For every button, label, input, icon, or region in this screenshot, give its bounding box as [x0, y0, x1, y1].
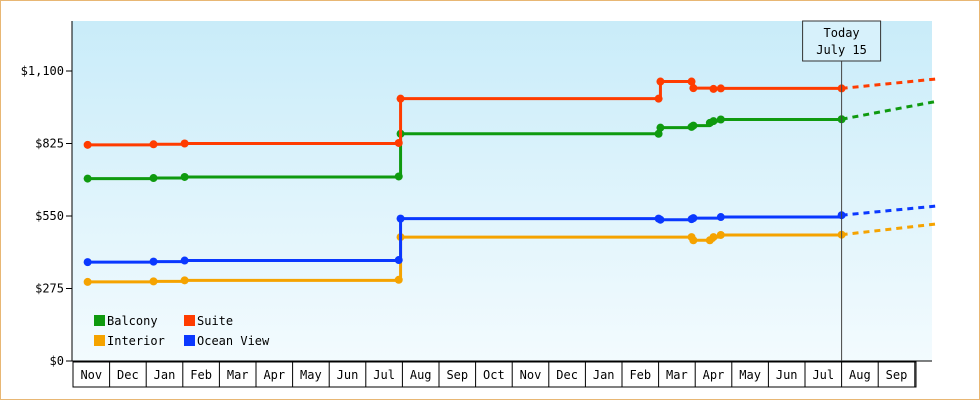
series-suite [83, 77, 937, 149]
data-point [689, 84, 698, 93]
x-tick-label: Jan [593, 368, 615, 382]
x-tick-label: Dec [117, 368, 139, 382]
legend-label: Balcony [107, 314, 158, 328]
data-point [656, 215, 665, 224]
data-point [716, 84, 725, 93]
data-point [149, 140, 158, 149]
chart-legend: Balcony Suite Interior Ocean View [94, 314, 270, 348]
data-point [716, 230, 725, 239]
y-tick-label: $275 [35, 282, 64, 296]
y-tick-label: $550 [35, 209, 64, 223]
x-tick-label: Nov [520, 368, 542, 382]
data-point [689, 236, 698, 245]
data-point [394, 172, 403, 181]
legend-swatch [94, 315, 105, 326]
data-point [396, 214, 405, 223]
x-tick-label: May [300, 368, 322, 382]
x-tick-label: Jun [337, 368, 359, 382]
series-ocean-view [83, 204, 937, 267]
data-point [709, 84, 718, 93]
data-point [689, 214, 698, 223]
y-tick-label: $0 [50, 354, 64, 368]
data-point [83, 174, 92, 183]
y-tick-label: $1,100 [21, 64, 64, 78]
x-tick-label: Jan [154, 368, 176, 382]
x-tick-label: Sep [886, 368, 908, 382]
data-point [654, 129, 663, 138]
data-point [709, 233, 718, 242]
x-tick-label: Mar [227, 368, 249, 382]
legend-swatch [184, 315, 195, 326]
data-point [716, 213, 725, 222]
data-point [83, 277, 92, 286]
data-point [83, 140, 92, 149]
month-axis-band [72, 361, 917, 388]
data-point [149, 277, 158, 286]
series-balcony [83, 99, 938, 183]
forecast-line [841, 77, 937, 90]
data-point [654, 94, 663, 103]
legend-label: Ocean View [197, 334, 270, 348]
x-tick-label: Apr [703, 368, 725, 382]
data-point [180, 256, 189, 265]
legend-label: Interior [107, 334, 165, 348]
x-tick-label: May [739, 368, 761, 382]
data-point [180, 139, 189, 148]
data-point [149, 257, 158, 266]
data-point [687, 77, 696, 86]
data-point [394, 256, 403, 265]
forecast-line [841, 222, 937, 237]
data-point [689, 121, 698, 130]
data-point [656, 123, 665, 132]
data-point [394, 138, 403, 147]
today-box [802, 20, 882, 62]
forecast-line [841, 204, 937, 217]
data-point [180, 172, 189, 181]
data-point [396, 94, 405, 103]
x-tick-label: Apr [263, 368, 285, 382]
legend-label: Suite [197, 314, 233, 328]
today-date: July 15 [816, 43, 867, 57]
today-label: Today [824, 26, 860, 40]
series-interior [83, 222, 937, 286]
x-tick-label: Oct [483, 368, 505, 382]
legend-swatch [184, 335, 195, 346]
data-point [149, 174, 158, 183]
x-tick-label: Mar [666, 368, 688, 382]
x-tick-label: Jul [812, 368, 834, 382]
x-tick-label: Nov [80, 368, 102, 382]
x-tick-label: Feb [629, 368, 651, 382]
x-tick-label: Aug [410, 368, 432, 382]
x-tick-label: Feb [190, 368, 212, 382]
legend-swatch [94, 335, 105, 346]
data-point [83, 258, 92, 267]
data-point [394, 275, 403, 284]
x-tick-label: Dec [556, 368, 578, 382]
x-tick-label: Jul [373, 368, 395, 382]
x-tick-label: Aug [849, 368, 871, 382]
forecast-line [841, 99, 938, 121]
x-tick-label: Sep [446, 368, 468, 382]
data-point [709, 117, 718, 126]
data-point [180, 276, 189, 285]
data-point [656, 77, 665, 86]
data-point [716, 115, 725, 124]
y-tick-label: $825 [35, 137, 64, 151]
plot-background [72, 21, 932, 361]
x-tick-label: Jun [776, 368, 798, 382]
